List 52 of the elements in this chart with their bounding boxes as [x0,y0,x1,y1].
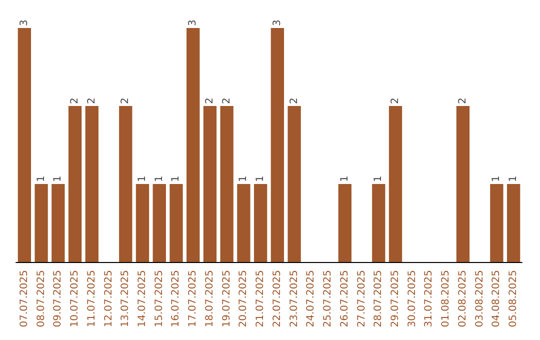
data-label: 2 [221,98,232,104]
data-label: 1 [491,176,502,182]
data-label: 1 [238,176,250,182]
x-tick-label: 15.07.2025 [154,270,165,328]
x-tick-label: 29.07.2025 [390,270,401,328]
data-label: 1 [170,176,182,182]
x-tick-label: 17.07.2025 [188,270,199,328]
data-label: 1 [52,176,64,182]
x-tick-label: 22.07.2025 [272,270,283,328]
x-tick-label: 16.07.2025 [170,270,182,328]
x-tick-label: 08.07.2025 [36,270,47,328]
x-tick-label: 07.07.2025 [18,270,30,328]
x-tick-label: 14.07.2025 [137,270,148,328]
data-label: 2 [70,98,81,104]
x-tick-label: 25.07.2025 [322,270,334,328]
x-tick-label: 13.07.2025 [120,270,132,328]
data-label: 2 [204,98,216,104]
data-label: 2 [288,98,300,104]
x-tick-label: 02.08.2025 [457,270,468,328]
x-tick-label: 01.08.2025 [440,270,452,328]
x-tick-label: 28.07.2025 [373,270,384,328]
x-tick-label: 11.07.2025 [86,270,98,328]
x-tick-label: 18.07.2025 [204,270,216,328]
data-label: 2 [457,98,468,104]
x-tick-label: 19.07.2025 [221,270,232,328]
data-label: 3 [272,20,283,26]
data-label: 1 [255,176,266,182]
data-label: 1 [508,176,520,182]
data-label: 1 [36,176,47,182]
data-label: 2 [390,98,401,104]
x-tick-label: 27.07.2025 [356,270,368,328]
x-tick-label: 05.08.2025 [508,270,520,328]
x-tick-label: 10.07.2025 [70,270,81,328]
x-tick-label: 04.08.2025 [491,270,502,328]
data-label: 2 [120,98,132,104]
x-tick-label: 12.07.2025 [103,270,114,328]
data-label: 1 [373,176,384,182]
data-label: 2 [86,98,98,104]
x-tick-label: 03.08.2025 [474,270,486,328]
data-label: 1 [154,176,165,182]
data-label: 3 [18,20,30,26]
x-tick-label: 09.07.2025 [52,270,64,328]
x-tick-label: 20.07.2025 [238,270,250,328]
x-tick-label: 30.07.2025 [406,270,418,328]
x-tick-label: 21.07.2025 [255,270,266,328]
x-tick-label: 26.07.2025 [339,270,350,328]
data-label: 3 [188,20,199,26]
x-tick-label: 23.07.2025 [288,270,300,328]
data-label: 1 [137,176,148,182]
x-tick-label: 24.07.2025 [306,270,317,328]
x-tick-label: 31.07.2025 [424,270,435,328]
data-label: 1 [339,176,350,182]
